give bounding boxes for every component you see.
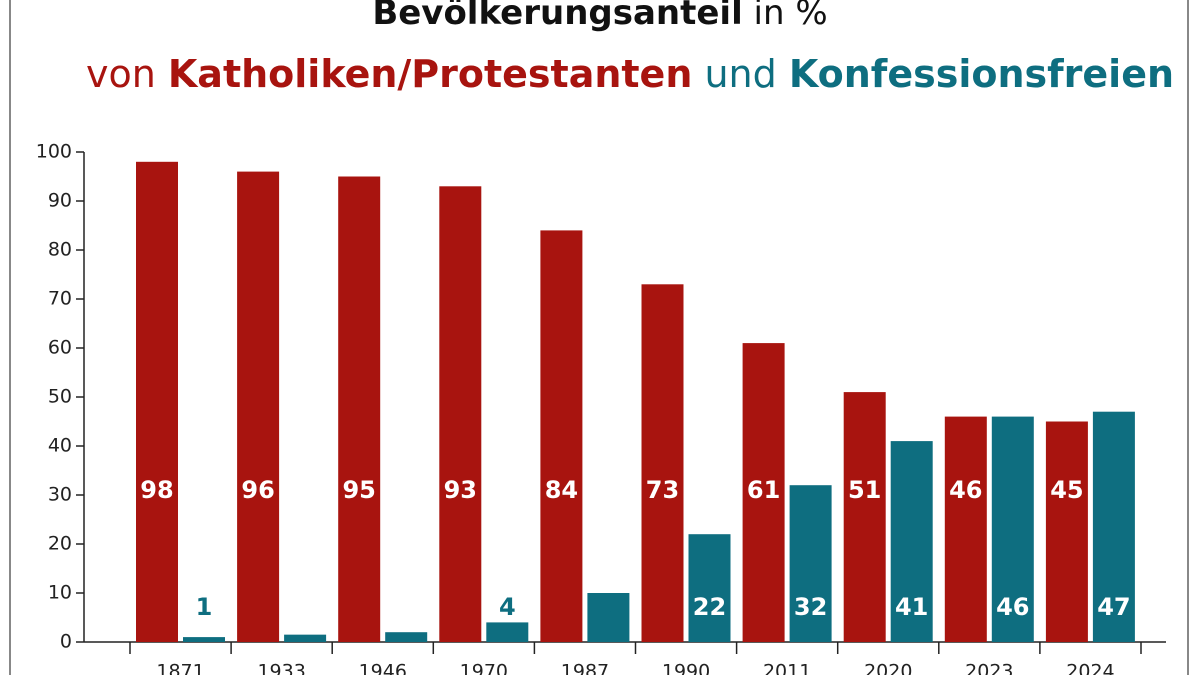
bar xyxy=(237,171,280,642)
bar xyxy=(587,593,630,642)
y-tick-label: 70 xyxy=(48,288,72,310)
value-label: 46 xyxy=(996,593,1029,621)
value-label: 22 xyxy=(693,593,726,621)
y-tick-label: 40 xyxy=(48,435,72,457)
x-tick-label: 1933 xyxy=(257,661,305,675)
bar xyxy=(1092,411,1135,642)
x-tick-label: 2011 xyxy=(763,661,811,675)
subtitle-part: Katholiken/Protestanten xyxy=(168,52,693,96)
y-tick-label: 50 xyxy=(48,386,72,408)
y-tick-label: 20 xyxy=(48,533,72,555)
chart-subtitle: von Katholiken/Protestanten und Konfessi… xyxy=(86,52,1174,96)
value-label: 73 xyxy=(646,476,679,504)
value-label: 4 xyxy=(499,593,516,621)
value-label: 84 xyxy=(545,476,578,504)
bar xyxy=(540,230,583,642)
subtitle-part: Konfessionsfreien xyxy=(789,52,1174,96)
value-label: 46 xyxy=(949,476,982,504)
bar xyxy=(890,441,933,642)
bar xyxy=(183,637,225,642)
y-tick-label: 60 xyxy=(48,337,72,359)
x-tick-label: 1871 xyxy=(156,661,204,675)
bar xyxy=(338,176,381,642)
y-tick-label: 10 xyxy=(48,582,72,604)
value-label: 98 xyxy=(140,476,173,504)
bar xyxy=(1045,421,1088,642)
value-label: 61 xyxy=(747,476,780,504)
bar xyxy=(789,485,832,642)
y-tick-label: 30 xyxy=(48,484,72,506)
value-label: 51 xyxy=(848,476,881,504)
value-label: 1 xyxy=(196,593,213,621)
bar xyxy=(742,343,785,642)
x-tick-label: 2024 xyxy=(1066,661,1114,675)
bar xyxy=(688,534,731,642)
title-rest: in % xyxy=(743,0,828,33)
bar xyxy=(641,284,684,642)
x-tick-label: 1990 xyxy=(662,661,710,675)
bar xyxy=(843,392,886,642)
x-tick-label: 1946 xyxy=(359,661,407,675)
chart-title: Bevölkerungsanteil in % xyxy=(372,0,827,33)
bar xyxy=(284,634,327,642)
value-label: 41 xyxy=(895,593,928,621)
x-tick-label: 2023 xyxy=(965,661,1013,675)
x-tick-label: 1970 xyxy=(460,661,508,675)
value-label: 47 xyxy=(1097,593,1130,621)
value-label: 96 xyxy=(241,476,274,504)
value-label: 45 xyxy=(1050,476,1083,504)
y-tick-label: 80 xyxy=(48,239,72,261)
bar xyxy=(385,632,428,642)
value-label: 93 xyxy=(444,476,477,504)
bar xyxy=(439,186,482,643)
bar xyxy=(486,622,529,642)
value-label: 32 xyxy=(794,593,827,621)
value-label: 10 xyxy=(592,593,625,621)
y-tick-label: 0 xyxy=(60,631,72,653)
title-bold: Bevölkerungsanteil xyxy=(372,0,742,33)
subtitle-part: und xyxy=(692,52,788,96)
y-tick-label: 90 xyxy=(48,190,72,212)
subtitle-part: von xyxy=(86,52,168,96)
y-tick-label: 100 xyxy=(36,141,72,163)
value-label: 95 xyxy=(342,476,375,504)
x-tick-label: 1987 xyxy=(561,661,609,675)
bar xyxy=(944,416,987,642)
bar xyxy=(136,161,178,643)
bar xyxy=(991,416,1034,642)
x-tick-label: 2020 xyxy=(864,661,912,675)
